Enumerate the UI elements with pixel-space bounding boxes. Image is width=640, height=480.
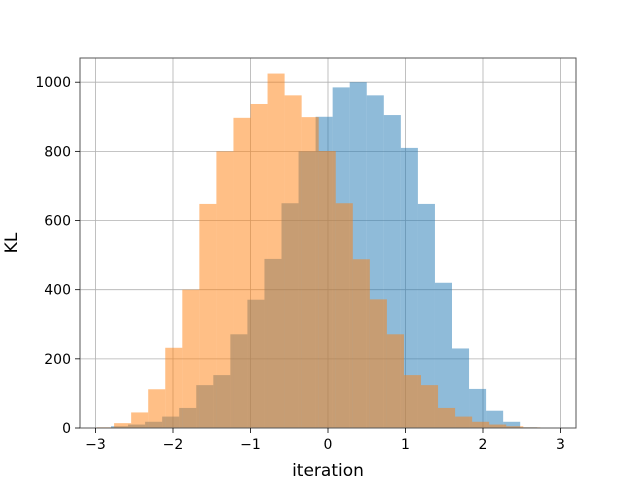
histogram-bar-series-2 xyxy=(233,117,251,428)
histogram-bar-series-2 xyxy=(148,389,166,428)
histogram-bar-series-2 xyxy=(455,416,473,428)
histogram-bar-series-2 xyxy=(301,117,319,428)
histogram-bar-series-1 xyxy=(417,203,435,428)
histogram-bar-series-2 xyxy=(472,421,490,428)
x-tick-label: 2 xyxy=(479,437,488,453)
histogram-bar-series-1 xyxy=(486,410,504,428)
x-axis-label: iteration xyxy=(292,461,364,480)
histogram-bar-series-2 xyxy=(199,203,217,428)
histogram-bar-series-1 xyxy=(434,282,452,428)
histogram-bars xyxy=(97,73,558,429)
x-tick-label: −3 xyxy=(85,437,106,453)
y-tick-label: 400 xyxy=(44,283,71,299)
histogram-bar-series-2 xyxy=(369,299,387,428)
y-tick-label: 800 xyxy=(44,144,71,160)
histogram-bar-series-2 xyxy=(318,151,336,429)
histogram-bar-series-1 xyxy=(452,348,470,428)
histogram-bar-series-2 xyxy=(489,424,507,428)
histogram-bar-series-2 xyxy=(114,423,132,428)
histogram-bar-series-2 xyxy=(267,73,285,429)
histogram-bar-series-1 xyxy=(400,147,418,428)
histogram-bar-series-2 xyxy=(386,334,404,428)
y-axis-label: KL xyxy=(2,232,22,253)
y-tick-label: 600 xyxy=(44,214,71,230)
histogram-bar-series-2 xyxy=(216,151,234,428)
x-tick-label: 1 xyxy=(401,437,410,453)
histogram-bar-series-2 xyxy=(284,95,302,428)
y-tick-label: 1000 xyxy=(35,75,71,91)
histogram-bar-series-2 xyxy=(131,412,149,428)
histogram-bar-series-1 xyxy=(503,421,521,428)
histogram-bar-series-2 xyxy=(438,407,456,428)
histogram-bar-series-2 xyxy=(182,289,200,428)
histogram-bar-series-2 xyxy=(165,347,183,428)
x-tick-label: 3 xyxy=(556,437,565,453)
histogram-bar-series-2 xyxy=(250,103,268,428)
axis-ticks: −3 −2 −1 0 1 2 3 0 200 400 600 800 1000 xyxy=(35,75,565,453)
histogram-bar-series-2 xyxy=(403,375,421,428)
x-tick-label: 0 xyxy=(324,437,333,453)
y-tick-label: 0 xyxy=(62,421,71,437)
histogram-bar-series-2 xyxy=(335,203,353,428)
histogram-bar-series-1 xyxy=(469,388,487,428)
histogram-bar-series-2 xyxy=(506,426,524,428)
x-tick-label: −2 xyxy=(163,437,184,453)
histogram-bar-series-2 xyxy=(421,385,439,428)
x-tick-label: −1 xyxy=(240,437,261,453)
y-tick-label: 200 xyxy=(44,352,71,368)
histogram-bar-series-2 xyxy=(352,259,370,428)
